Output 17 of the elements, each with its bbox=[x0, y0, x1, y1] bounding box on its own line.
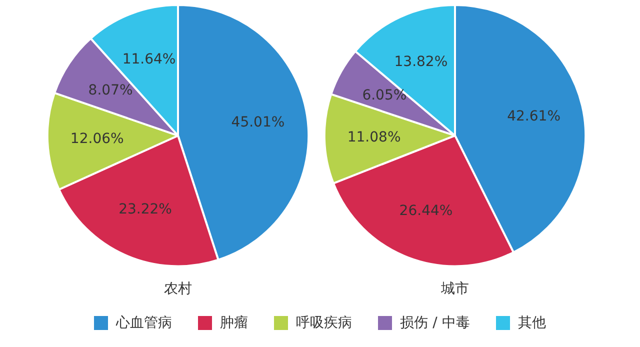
text: 城市 bbox=[440, 281, 469, 298]
data-label: 8.07% bbox=[88, 82, 133, 98]
data-label: 12.06% bbox=[70, 131, 124, 148]
data-label: 45.01% bbox=[231, 114, 285, 131]
legend-label: 呼吸疾病 bbox=[296, 314, 352, 332]
text: 农村 bbox=[164, 281, 192, 298]
legend-label: 其他 bbox=[518, 314, 546, 332]
legend-label: 损伤 / 中毒 bbox=[400, 314, 470, 332]
data-label: 23.22% bbox=[118, 201, 172, 218]
data-label: 11.64% bbox=[122, 52, 176, 68]
data-label: 11.08% bbox=[347, 129, 401, 146]
data-label: 42.61% bbox=[507, 108, 560, 125]
legend-label: 肿瘤 bbox=[220, 314, 248, 332]
data-label: 6.05% bbox=[362, 88, 407, 104]
data-label: 26.44% bbox=[399, 202, 453, 219]
data-label: 13.82% bbox=[394, 54, 448, 70]
legend-label: 心血管病 bbox=[116, 314, 172, 332]
